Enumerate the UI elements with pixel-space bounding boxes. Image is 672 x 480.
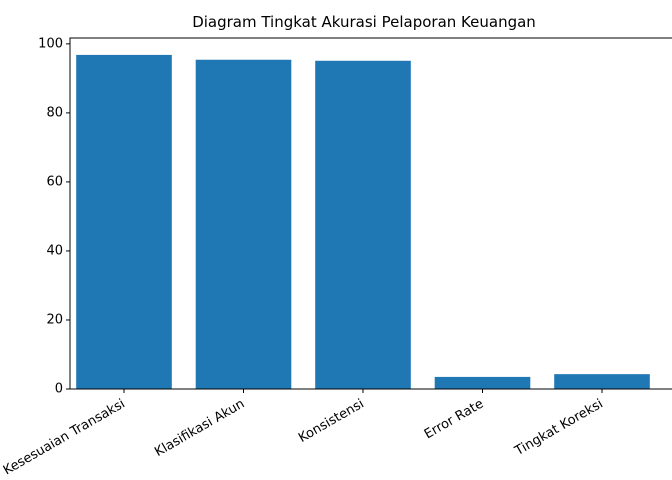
y-tick-label: 20 <box>46 312 63 327</box>
y-tick-label: 0 <box>55 382 63 397</box>
bar <box>195 59 292 390</box>
plot-frame <box>69 37 672 390</box>
x-tick-label: Kesesuaian Transaksi <box>1 397 128 479</box>
x-tick-label: Klasifikasi Akun <box>152 397 247 460</box>
y-tick-label: 100 <box>38 36 63 51</box>
x-tick-label: Error Rate <box>422 397 486 443</box>
x-tick-label: Tingkat Koreksi <box>512 397 606 460</box>
bar <box>434 376 531 389</box>
bar <box>76 54 172 390</box>
bar <box>554 374 650 389</box>
y-tick-label: 40 <box>46 243 63 258</box>
bar <box>315 60 411 390</box>
x-tick-label: Konsistensi <box>296 397 367 446</box>
y-tick-label: 60 <box>46 174 63 189</box>
y-tick-label: 80 <box>46 105 63 120</box>
chart-title: Diagram Tingkat Akurasi Pelaporan Keuang… <box>192 13 536 31</box>
